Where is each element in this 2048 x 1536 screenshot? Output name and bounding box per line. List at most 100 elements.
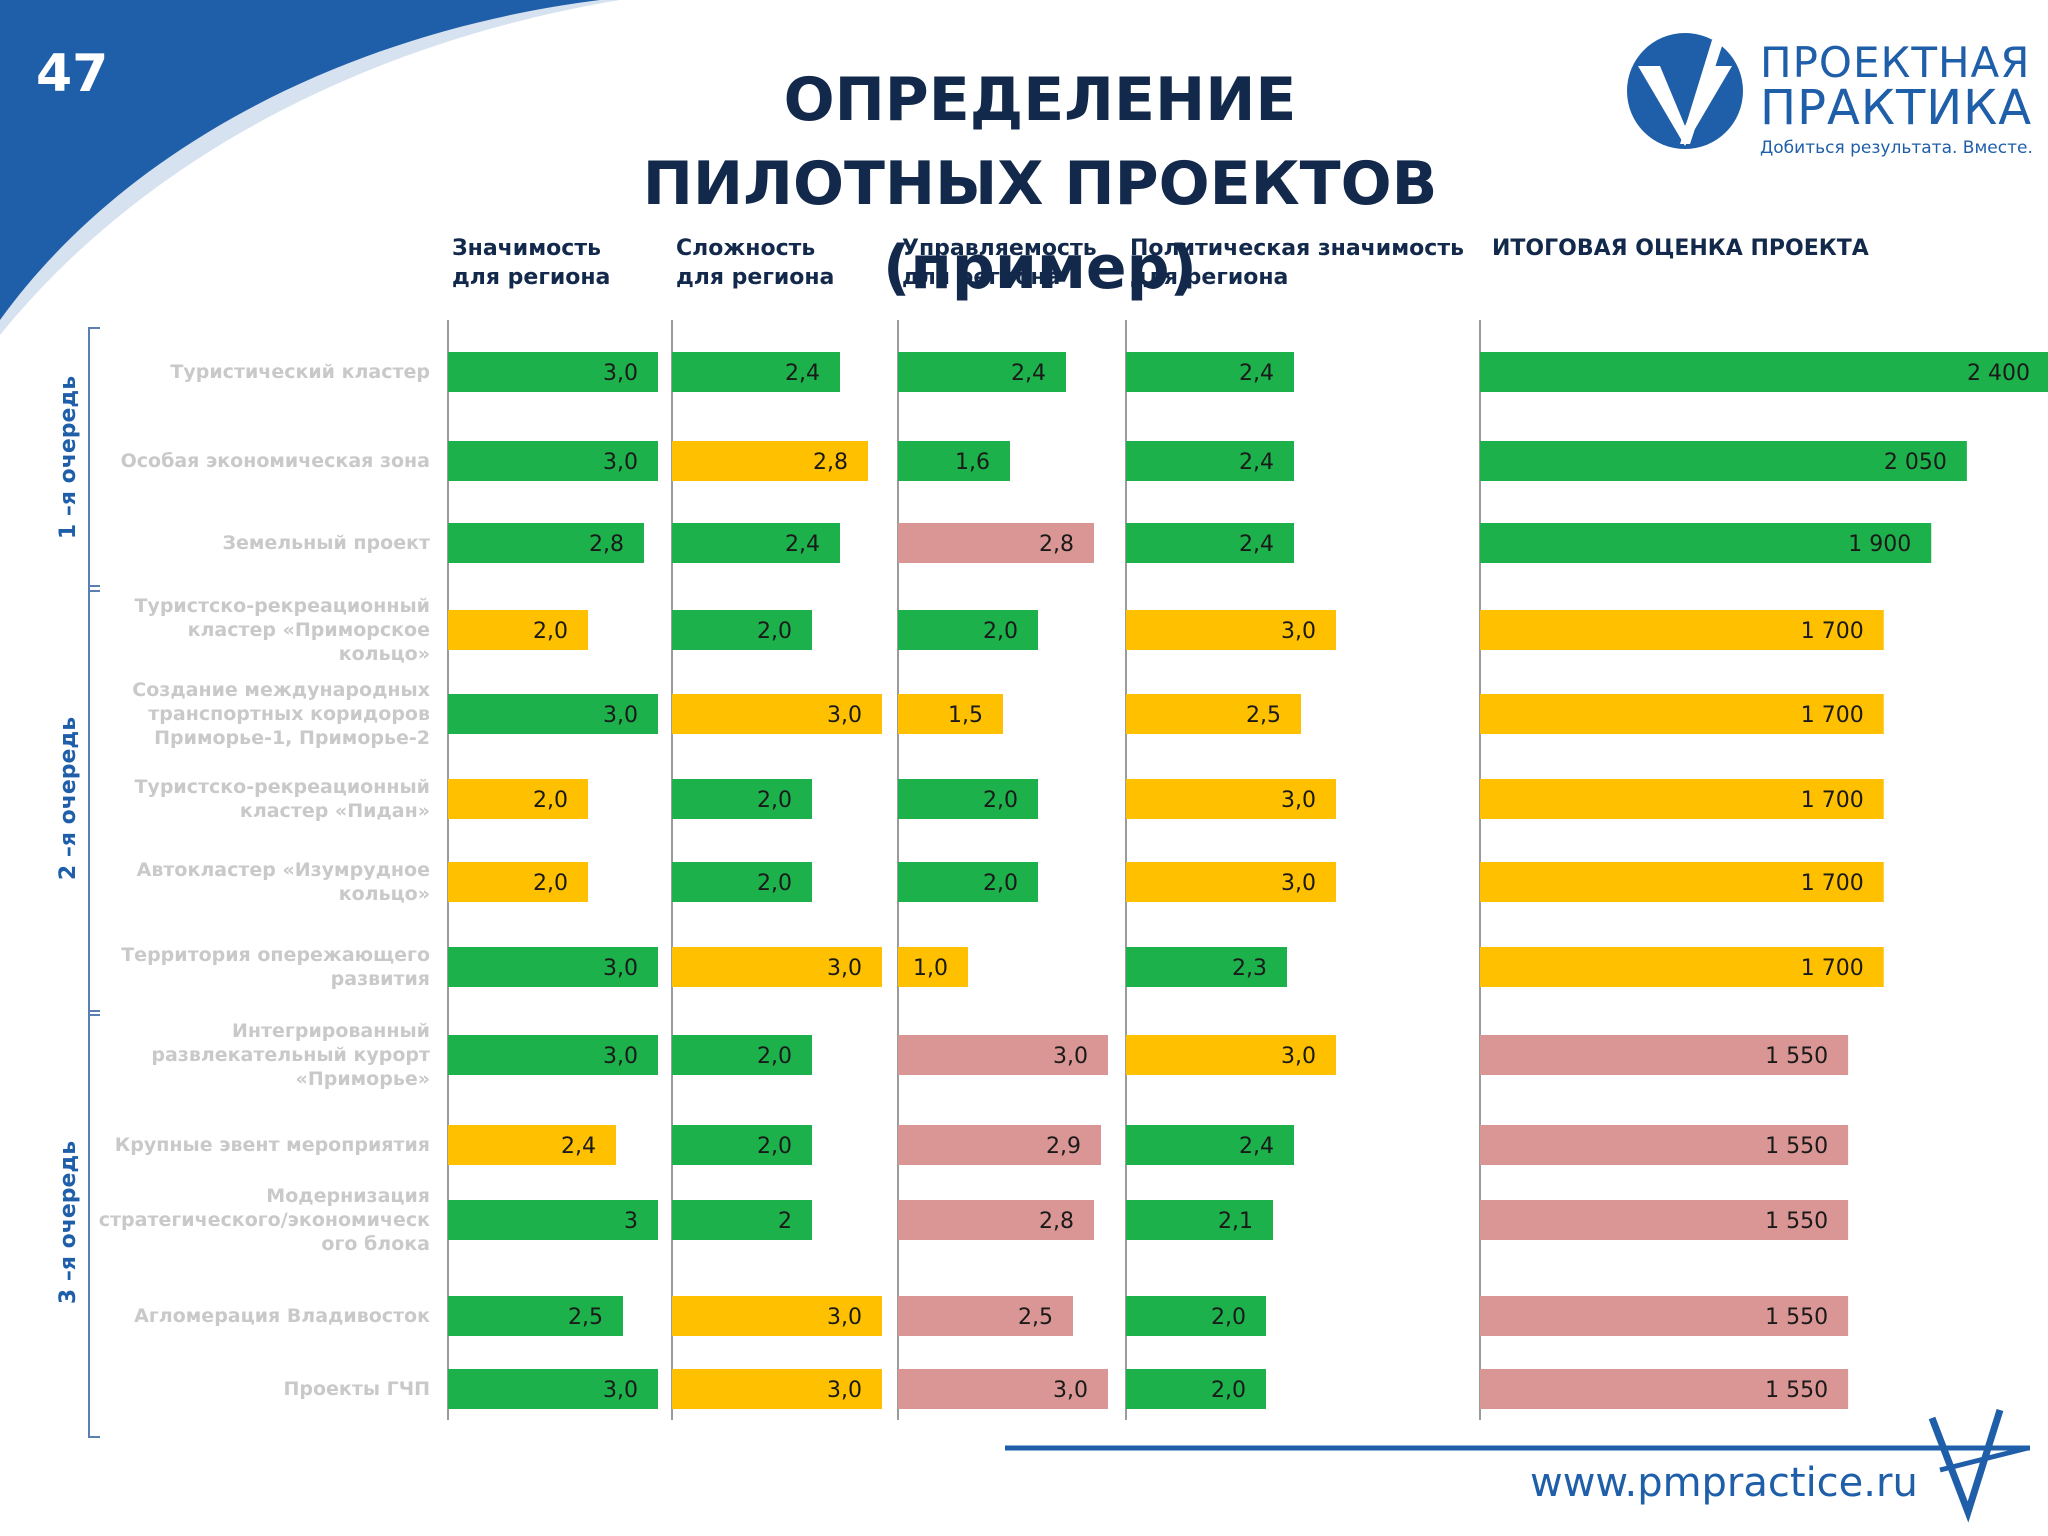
- data-label-r7-c2: 1,0: [913, 956, 948, 981]
- data-label-r4-c0: 3,0: [603, 703, 638, 728]
- bar-r6-c0: [448, 862, 588, 902]
- row-label-line: Агломерация Владивосток: [134, 1305, 430, 1327]
- group-bracket: [88, 327, 100, 592]
- data-label-r12-c0: 3,0: [603, 1378, 638, 1403]
- row-label-line: Туристско-рекреационный: [134, 776, 430, 798]
- data-label-r3-c4: 1 700: [1801, 619, 1864, 644]
- bar-r0-c4: [1480, 352, 2048, 392]
- row-label: Туристско-рекреационный кластер «Приморск…: [95, 594, 430, 666]
- bar-r9-c3: [1126, 1125, 1294, 1165]
- bar-r5-c4: [1480, 779, 1884, 819]
- data-label-r2-c3: 2,4: [1239, 532, 1274, 557]
- data-label-r7-c0: 3,0: [603, 956, 638, 981]
- data-label-r5-c4: 1 700: [1801, 788, 1864, 813]
- data-label-r7-c1: 3,0: [827, 956, 862, 981]
- page-title: ОПРЕДЕЛЕНИЕ ПИЛОТНЫХ ПРОЕКТОВ (пример): [520, 58, 1560, 310]
- data-label-r4-c3: 2,5: [1246, 703, 1281, 728]
- bar-r10-c3: [1126, 1200, 1273, 1240]
- data-label-r1-c4: 2 050: [1884, 450, 1947, 475]
- bar-r9-c1: [672, 1125, 812, 1165]
- bar-r2-c4: [1480, 523, 1932, 563]
- bar-r12-c0: [448, 1369, 658, 1409]
- data-label-r1-c1: 2,8: [813, 450, 848, 475]
- bar-r12-c4: [1480, 1369, 1849, 1409]
- bar-r2-c2: [898, 523, 1094, 563]
- logo-emblem-icon: [1627, 33, 1743, 149]
- data-label-r10-c1: 2: [778, 1209, 792, 1234]
- data-label-r8-c4: 1 550: [1765, 1044, 1828, 1069]
- title-line-1: ОПРЕДЕЛЕНИЕ: [783, 65, 1297, 135]
- data-label-r4-c4: 1 700: [1801, 703, 1864, 728]
- column-header-line: Значимость: [452, 236, 601, 261]
- data-label-r5-c0: 2,0: [533, 788, 568, 813]
- data-label-r6-c1: 2,0: [757, 871, 792, 896]
- bar-r9-c2: [898, 1125, 1101, 1165]
- row-label: Проекты ГЧП: [95, 1377, 430, 1401]
- bar-r3-c2: [898, 610, 1038, 650]
- data-label-r6-c0: 2,0: [533, 871, 568, 896]
- bar-r6-c1: [672, 862, 812, 902]
- bar-r3-c1: [672, 610, 812, 650]
- column-header-line: для региона: [902, 265, 1061, 290]
- bar-r0-c0: [448, 352, 658, 392]
- row-label-line: транспортных коридоров: [148, 703, 430, 725]
- data-label-r1-c2: 1,6: [955, 450, 990, 475]
- column-header-total: ИТОГОВАЯ ОЦЕНКА ПРОЕКТА: [1492, 234, 1869, 263]
- data-label-r12-c4: 1 550: [1765, 1378, 1828, 1403]
- bar-r8-c0: [448, 1035, 658, 1075]
- row-label-line: развития: [330, 968, 430, 990]
- data-label-r5-c1: 2,0: [757, 788, 792, 813]
- bar-r2-c0: [448, 523, 644, 563]
- bar-r12-c1: [672, 1369, 882, 1409]
- bar-r10-c4: [1480, 1200, 1849, 1240]
- row-label-line: Территория опережающего: [121, 944, 430, 966]
- column-header-line: для региона: [676, 265, 835, 290]
- bar-r6-c2: [898, 862, 1038, 902]
- row-label-line: «Приморье»: [295, 1068, 430, 1090]
- column-header-line: ИТОГОВАЯ ОЦЕНКА ПРОЕКТА: [1492, 236, 1869, 261]
- bar-r0-c1: [672, 352, 840, 392]
- row-label-line: Автокластер «Изумрудное: [136, 859, 430, 881]
- data-label-r10-c4: 1 550: [1765, 1209, 1828, 1234]
- row-label: Автокластер «Изумрудное кольцо»: [95, 858, 430, 906]
- corner-decoration: [0, 0, 620, 335]
- data-label-r0-c0: 3,0: [603, 361, 638, 386]
- group-bracket: [88, 585, 100, 1016]
- column-header-manageability: Управляемость для региона: [902, 234, 1097, 292]
- data-label-r9-c2: 2,9: [1046, 1134, 1081, 1159]
- data-label-r10-c0: 3: [624, 1209, 638, 1234]
- row-label: Земельный проект: [95, 531, 430, 555]
- data-label-r4-c2: 1,5: [948, 703, 983, 728]
- data-label-r5-c2: 2,0: [983, 788, 1018, 813]
- bar-r3-c4: [1480, 610, 1884, 650]
- data-label-r12-c3: 2,0: [1211, 1378, 1246, 1403]
- row-label-line: стратегического/экономическ: [98, 1209, 430, 1231]
- data-label-r0-c2: 2,4: [1011, 361, 1046, 386]
- data-label-r9-c1: 2,0: [757, 1134, 792, 1159]
- data-label-r0-c1: 2,4: [785, 361, 820, 386]
- data-label-r0-c4: 2 400: [1967, 361, 2030, 386]
- company-logo: ПРОЕКТНАЯ ПРАКТИКА Добиться результата. …: [1620, 20, 2040, 160]
- bar-r8-c2: [898, 1035, 1108, 1075]
- bar-r4-c3: [1126, 694, 1301, 734]
- data-label-r9-c4: 1 550: [1765, 1134, 1828, 1159]
- row-label-line: Крупные эвент мероприятия: [114, 1134, 430, 1156]
- data-label-r4-c1: 3,0: [827, 703, 862, 728]
- bar-r3-c3: [1126, 610, 1336, 650]
- logo-name-line-2: ПРАКТИКА: [1760, 80, 2033, 136]
- group-bracket: [88, 1010, 100, 1438]
- bar-r8-c1: [672, 1035, 812, 1075]
- bar-r9-c0: [448, 1125, 616, 1165]
- row-label-line: Особая экономическая зона: [120, 450, 430, 472]
- row-label: Туристско-рекреационный кластер «Пидан»: [95, 775, 430, 823]
- bar-r7-c4: [1480, 947, 1884, 987]
- data-label-r10-c2: 2,8: [1039, 1209, 1074, 1234]
- data-label-r5-c3: 3,0: [1281, 788, 1316, 813]
- bar-r8-c3: [1126, 1035, 1336, 1075]
- data-label-r7-c4: 1 700: [1801, 956, 1864, 981]
- bar-r10-c2: [898, 1200, 1094, 1240]
- data-label-r6-c3: 3,0: [1281, 871, 1316, 896]
- row-label-line: кластер «Пидан»: [239, 800, 430, 822]
- data-label-r11-c2: 2,5: [1018, 1305, 1053, 1330]
- data-label-r3-c1: 2,0: [757, 619, 792, 644]
